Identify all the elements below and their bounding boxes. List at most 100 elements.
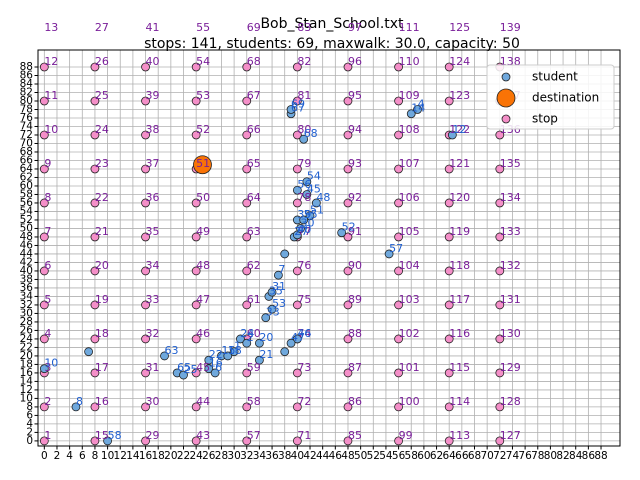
point — [242, 402, 252, 412]
point-label: 128 — [500, 395, 521, 408]
point — [444, 198, 454, 208]
point — [141, 436, 150, 446]
point-label: 34 — [146, 259, 160, 272]
point — [495, 266, 505, 276]
point-label: 22 — [95, 191, 109, 204]
point — [343, 198, 353, 208]
point — [141, 402, 150, 412]
point — [444, 232, 454, 242]
point — [495, 198, 505, 208]
y-tick-label: 72 — [20, 129, 33, 141]
point — [90, 130, 100, 140]
point-label: 58 — [247, 395, 261, 408]
point — [243, 0, 251, 3]
y-tick-label: 52 — [20, 214, 33, 226]
point — [242, 96, 252, 106]
y-tick-label: 12 — [20, 384, 33, 396]
y-tick-label: 58 — [20, 188, 33, 200]
point-label: 5 — [44, 293, 51, 306]
point — [91, 0, 99, 3]
point-label: 120 — [449, 191, 470, 204]
point-label: 55 — [304, 208, 318, 221]
point-label: 7 — [278, 263, 285, 276]
y-tick-label: 74 — [20, 120, 34, 132]
point — [40, 0, 48, 3]
point — [394, 164, 403, 174]
point — [444, 300, 454, 310]
x-tick-label: 12 — [114, 450, 127, 462]
point-label: 29 — [146, 429, 160, 442]
point — [299, 134, 309, 144]
point — [394, 300, 403, 310]
point — [39, 334, 49, 344]
point — [444, 334, 454, 344]
x-tick-label: 72 — [493, 450, 506, 462]
point — [84, 347, 94, 357]
point — [343, 164, 353, 174]
x-tick-label: 36 — [265, 450, 279, 462]
point — [191, 368, 201, 378]
point-label: 3 — [44, 361, 51, 374]
point — [191, 198, 201, 208]
legend-label: student — [532, 70, 578, 84]
x-tick-label: 66 — [455, 450, 469, 462]
point-label: 119 — [449, 225, 470, 238]
point — [394, 368, 403, 378]
point — [90, 368, 100, 378]
point-label: 24 — [95, 123, 109, 136]
point-label: 39 — [146, 89, 160, 102]
point — [495, 436, 505, 446]
point-label: 13 — [44, 21, 58, 34]
point — [142, 0, 150, 3]
y-tick-label: 64 — [20, 163, 34, 175]
y-tick-label: 28 — [20, 316, 33, 328]
point — [280, 347, 290, 357]
point — [90, 164, 100, 174]
point-label: 35 — [269, 284, 283, 297]
point-label: 21 — [95, 225, 109, 238]
x-tick-label: 70 — [480, 450, 493, 462]
x-tick-label: 30 — [227, 450, 240, 462]
point-label: 54 — [196, 55, 210, 68]
point-label: 131 — [500, 293, 521, 306]
y-tick-label: 32 — [20, 299, 33, 311]
point-label: 134 — [500, 191, 521, 204]
point-label: 40 — [297, 223, 311, 236]
point-label: 76 — [297, 259, 311, 272]
point — [343, 130, 353, 140]
point — [39, 300, 49, 310]
point — [242, 130, 252, 140]
point-label: 10 — [44, 123, 58, 136]
point — [343, 368, 353, 378]
point-label: 83 — [297, 21, 311, 34]
point — [39, 364, 49, 374]
point — [302, 190, 312, 199]
point-label: 40 — [146, 55, 160, 68]
point-label: 4 — [44, 327, 51, 340]
point — [292, 334, 302, 344]
y-tick-label: 34 — [20, 290, 34, 302]
point-label: 113 — [449, 429, 470, 442]
y-tick-label: 36 — [20, 282, 34, 294]
x-tick-label: 6 — [79, 450, 86, 462]
point-label: 132 — [500, 259, 521, 272]
point-label: 82 — [297, 55, 311, 68]
point-label: 69 — [247, 21, 261, 34]
point — [242, 338, 252, 348]
y-tick-label: 6 — [26, 409, 33, 421]
point-label: 75 — [297, 293, 311, 306]
point-label: 27 — [294, 225, 308, 238]
point — [384, 249, 394, 259]
point — [191, 130, 201, 140]
point-label: 43 — [196, 429, 210, 442]
point — [292, 164, 302, 174]
point-label: 125 — [449, 21, 470, 34]
point-label: 52 — [196, 123, 210, 136]
legend-marker — [496, 88, 516, 108]
point — [394, 96, 403, 106]
point-label: 95 — [348, 89, 362, 102]
y-tick-label: 10 — [20, 392, 33, 404]
point — [71, 402, 81, 412]
ticks: 0 2 4 6 8 10 12 14 16 18 20 22 24 26 28 30 32 34 36 38 40 42 4… — [20, 61, 608, 462]
